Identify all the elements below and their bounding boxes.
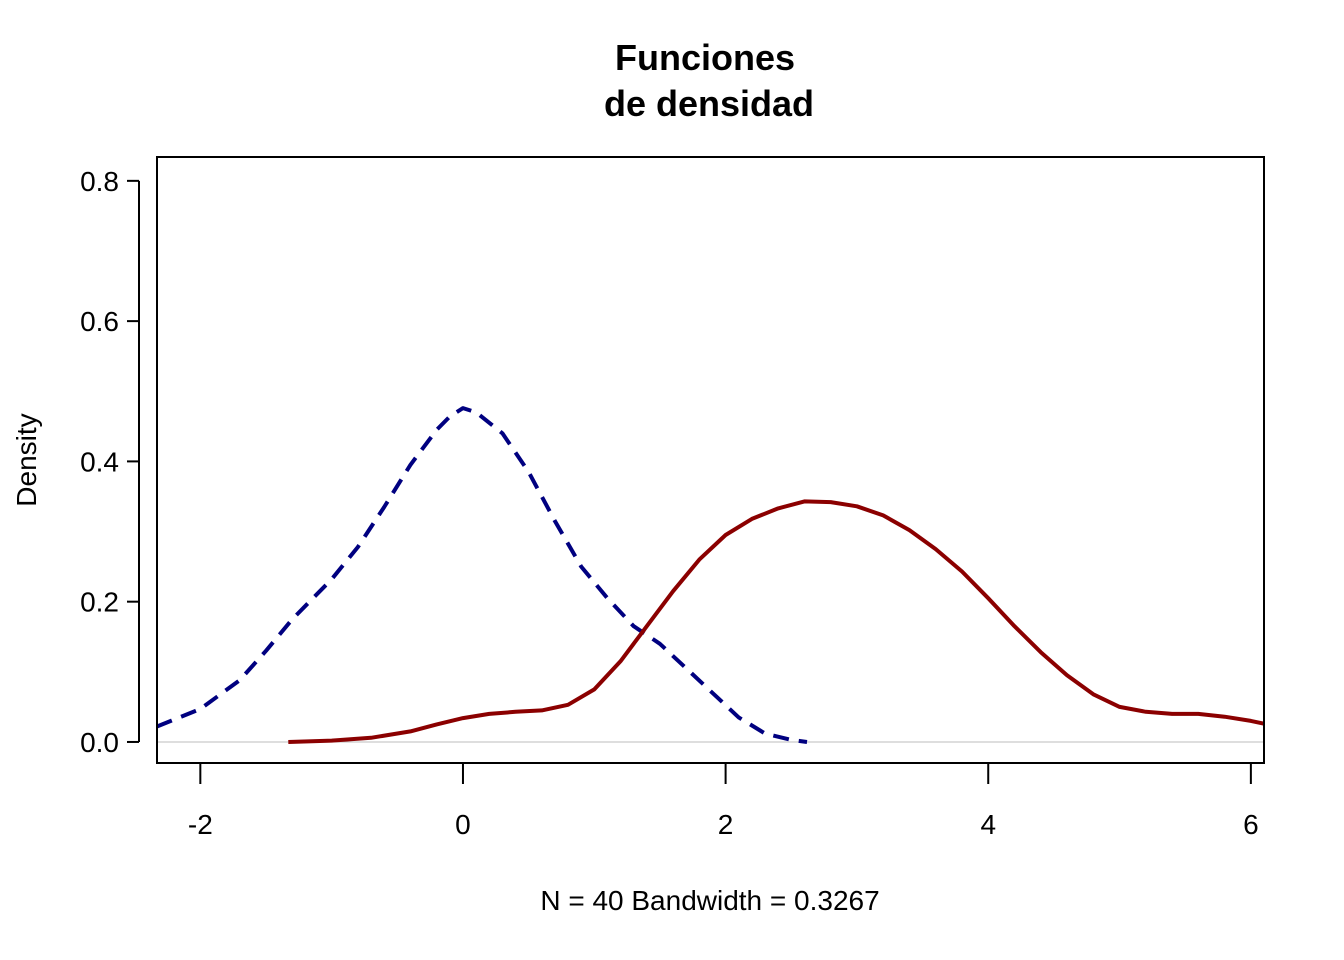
plot-frame xyxy=(156,156,1265,764)
y-tick-label: 0.2 xyxy=(80,587,119,618)
x-tick-label: 6 xyxy=(1243,809,1259,840)
series-line-2-solid xyxy=(288,499,1265,744)
series-line-1-dashed xyxy=(156,406,808,744)
chart-title-line-1: Funciones xyxy=(615,37,795,78)
x-tick-label: -2 xyxy=(188,809,213,840)
y-tick-label: 0.8 xyxy=(80,166,119,197)
x-tick-label: 2 xyxy=(718,809,734,840)
x-tick-label: 0 xyxy=(455,809,471,840)
y-axis-label: Density xyxy=(11,413,42,506)
series-layer xyxy=(156,406,1265,744)
x-axis: -2 0 2 4 6 xyxy=(188,762,1259,840)
y-axis: 0.0 0.2 0.4 0.6 0.8 xyxy=(80,166,140,758)
chart-title-line-2: de densidad xyxy=(604,83,814,124)
y-tick-label: 0.4 xyxy=(80,446,119,477)
x-tick-label: 4 xyxy=(980,809,996,840)
y-tick-label: 0.0 xyxy=(80,727,119,758)
x-axis-label: N = 40 Bandwidth = 0.3267 xyxy=(540,885,879,916)
y-tick-label: 0.6 xyxy=(80,306,119,337)
